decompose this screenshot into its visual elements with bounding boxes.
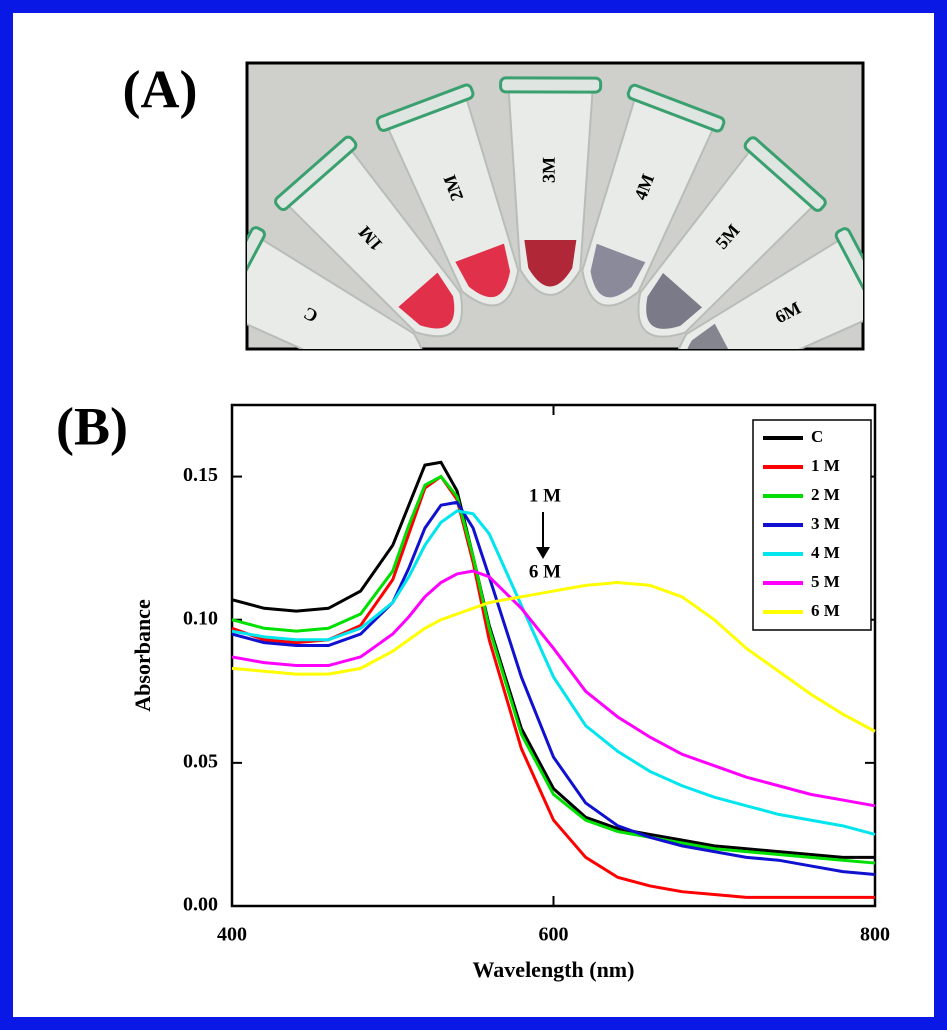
tube-liquid — [590, 243, 646, 298]
tube-cap — [626, 83, 726, 133]
x-tick-label: 600 — [539, 924, 569, 946]
legend-label: 6 M — [811, 601, 840, 620]
tube-label: 3M — [539, 157, 559, 183]
series-line — [231, 500, 876, 877]
tube-cap — [499, 76, 603, 94]
tube-cap — [743, 136, 827, 212]
series-line — [231, 474, 876, 865]
tube-liquid — [684, 323, 740, 349]
panel-label: (B) — [56, 396, 128, 456]
tube-cap — [375, 83, 475, 132]
y-tick-label: 0.15 — [183, 464, 218, 486]
series-line — [231, 580, 876, 733]
tube: C — [247, 226, 426, 349]
tube-liquid — [646, 272, 702, 329]
tube-liquid — [398, 272, 455, 329]
legend-label: 1 M — [811, 456, 840, 475]
x-axis-label: Wavelength (nm) — [473, 957, 635, 982]
tube: 4M — [581, 83, 726, 307]
tube: 2M — [375, 83, 520, 307]
y-tick-label: 0.10 — [183, 607, 218, 629]
legend-label: 2 M — [811, 485, 840, 504]
tube: 1M — [274, 135, 463, 338]
tube-cap — [834, 227, 863, 322]
series-line — [231, 509, 876, 836]
legend-label: C — [811, 427, 823, 446]
tube: 6M — [675, 227, 863, 349]
tube-cap — [247, 226, 266, 321]
legend-label: 4 M — [811, 543, 840, 562]
tube-body — [675, 238, 863, 349]
tube-body — [637, 148, 815, 338]
annotation: 6 M — [529, 561, 561, 582]
legend-label: 3 M — [811, 514, 840, 533]
y-tick-label: 0.00 — [183, 894, 218, 916]
tube-body — [247, 237, 426, 349]
tube-cap — [274, 135, 358, 212]
tube-body — [285, 147, 463, 338]
tube-liquid — [455, 243, 511, 297]
annotation-arrowhead — [536, 547, 550, 559]
legend-label: 5 M — [811, 572, 840, 591]
series-line — [231, 569, 876, 808]
panel-label: (A) — [123, 59, 198, 119]
tube: 5M — [637, 136, 827, 338]
tube-liquid — [524, 239, 577, 287]
series-line — [231, 474, 875, 899]
tube: 3M — [499, 76, 603, 296]
y-axis-label: Absorbance — [130, 599, 155, 712]
annotation: 1 M — [529, 485, 561, 506]
x-tick-label: 800 — [860, 924, 890, 946]
y-tick-label: 0.05 — [183, 750, 218, 772]
x-tick-label: 400 — [217, 924, 247, 946]
